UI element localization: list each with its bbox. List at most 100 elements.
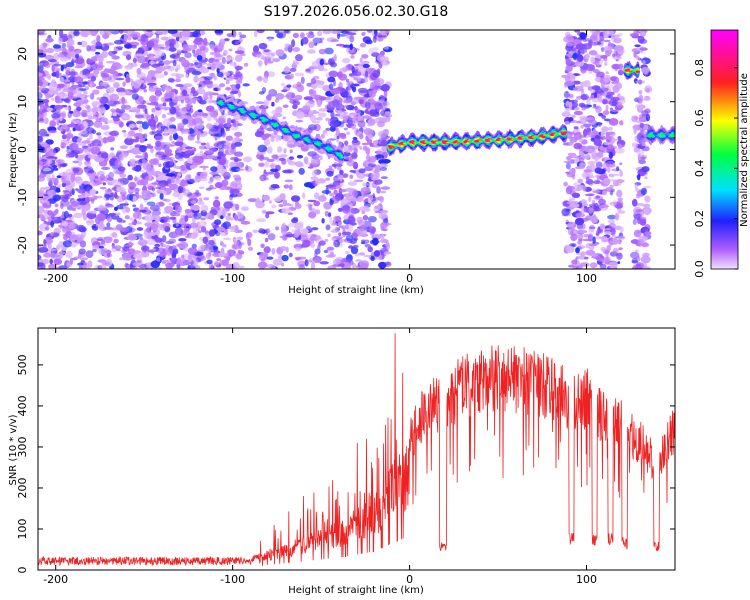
spectrogram-noise-blob [357, 196, 365, 199]
spectrogram-noise-blob [368, 181, 373, 189]
spectrogram-noise-blob [308, 89, 317, 97]
spectrogram-noise-blob [593, 103, 597, 108]
spectrogram-noise-blob [100, 152, 109, 159]
spectrogram-noise-blob [264, 237, 269, 243]
spectrogram-noise-blob [365, 147, 371, 155]
spectrogram-noise-blob [181, 254, 185, 259]
spectrogram-noise-blob [271, 204, 277, 209]
spectrogram-noise-blob [200, 142, 207, 146]
spectrogram-noise-blob [161, 114, 167, 119]
spectrogram-noise-blob [128, 124, 135, 129]
spectrogram-noise-blob [114, 159, 122, 168]
spectrogram-noise-blob [230, 188, 240, 194]
spectrogram-noise-blob [228, 226, 237, 230]
spectrogram-noise-blob [199, 150, 204, 156]
spectrogram-noise-blob [352, 136, 358, 140]
spectrogram-noise-blob [590, 41, 599, 46]
spectrogram-noise-blob [565, 162, 571, 170]
spectrogram-noise-blob [57, 53, 65, 58]
spectrogram-noise-blob [134, 187, 140, 195]
spectrogram-noise-blob [143, 231, 149, 240]
spectrogram-noise-blob [165, 263, 170, 269]
spectrogram-noise-blob [43, 117, 49, 125]
spectrogram-noise-blob [194, 62, 203, 69]
spectrogram-noise-blob [334, 264, 339, 268]
spectrogram-noise-blob [194, 141, 202, 144]
spectrogram-noise-blob [588, 228, 594, 236]
spectrogram-noise-blob [62, 88, 70, 93]
spectrogram-noise-blob [162, 106, 171, 111]
spectrogram-noise-blob [177, 108, 187, 116]
spectrogram-noise-blob [594, 167, 603, 174]
spectrogram-noise-blob [106, 30, 115, 33]
spectrogram-noise-blob [589, 226, 596, 229]
spectrogram-noise-blob [169, 124, 177, 130]
spectrogram-noise-blob [220, 156, 227, 163]
spectrogram-noise-blob [344, 140, 349, 146]
spectrogram-noise-blob [199, 145, 207, 150]
spectrogram-noise-blob [262, 194, 270, 201]
spectrogram-noise-blob [216, 258, 222, 262]
spectrogram-noise-blob [217, 164, 222, 170]
spectrogram-noise-blob [308, 41, 315, 49]
spectrogram-noise-blob [184, 97, 190, 104]
spectrogram-noise-blob [182, 192, 188, 196]
spectrogram-noise-blob [92, 249, 97, 253]
spectrogram-noise-blob [315, 117, 323, 121]
spectrogram-noise-blob [91, 198, 95, 204]
spectrogram-noise-blob [590, 94, 595, 99]
spectrogram-noise-blob [113, 245, 122, 250]
spectrogram-noise-blob [90, 108, 99, 113]
spectrogram-noise-blob [92, 244, 100, 251]
spectrogram-noise-blob [47, 210, 54, 216]
spectrogram-noise-blob [272, 258, 283, 266]
spectrogram-noise-blob [573, 182, 579, 187]
spectrogram-noise-blob [631, 198, 638, 207]
spectrogram-noise-blob [343, 127, 348, 131]
spectrogram-noise-blob [101, 53, 108, 58]
spectrogram-noise-blob [68, 71, 76, 77]
spectrogram-noise-blob [331, 163, 337, 167]
spectrogram-noise-blob [639, 218, 647, 226]
spectrogram-noise-blob [94, 62, 98, 67]
spectrogram-noise-blob [109, 192, 115, 201]
spectrogram-noise-blob [214, 219, 222, 226]
spectrogram-noise-blob [311, 169, 318, 177]
spectrogram-noise-blob [209, 44, 215, 49]
spectrogram-noise-blob [144, 76, 152, 83]
spectrogram-noise-blob [638, 94, 644, 103]
spectrogram-noise-blob [116, 87, 126, 93]
spectrogram-noise-blob [289, 67, 297, 72]
spectrogram-noise-blob [195, 228, 200, 231]
spectrogram-noise-blob [206, 63, 212, 67]
spectrogram-noise-blob [174, 68, 179, 72]
spectrogram-noise-blob [155, 107, 161, 111]
spectrogram-noise-blob [342, 44, 353, 48]
spectrogram-noise-blob [59, 56, 69, 62]
spectrogram-noise-blob [210, 206, 216, 212]
spectrogram-noise-blob [107, 205, 115, 208]
spectrogram-noise-blob [38, 92, 43, 100]
spectrogram-noise-blob [74, 58, 85, 65]
spectrogram-noise-blob [159, 66, 167, 71]
spectrogram-noise-blob [225, 263, 236, 269]
spectrogram-noise-blob [171, 53, 180, 59]
spectrogram-noise-blob [98, 112, 103, 118]
spectrogram-noise-blob [231, 183, 238, 187]
spectrogram-noise-blob [256, 75, 263, 82]
spectrogram-noise-blob [203, 80, 213, 85]
spectrogram-noise-blob [235, 168, 245, 171]
spectrogram-noise-blob [221, 208, 228, 216]
spectrogram-noise-blob [46, 107, 54, 112]
spectrogram-noise-blob [200, 244, 206, 249]
spectrogram-noise-blob [225, 135, 233, 141]
spectrogram-noise-blob [238, 250, 245, 255]
spectrogram-noise-blob [565, 156, 571, 161]
spectrogram-ridge-cell [329, 148, 334, 151]
spectrogram-noise-blob [175, 221, 179, 227]
spectrogram-noise-blob [631, 142, 638, 148]
spectrogram-noise-blob [294, 94, 303, 101]
spectrogram-noise-blob [360, 230, 367, 238]
spectrogram-noise-blob [214, 206, 220, 211]
spectrogram-noise-blob [70, 58, 75, 65]
